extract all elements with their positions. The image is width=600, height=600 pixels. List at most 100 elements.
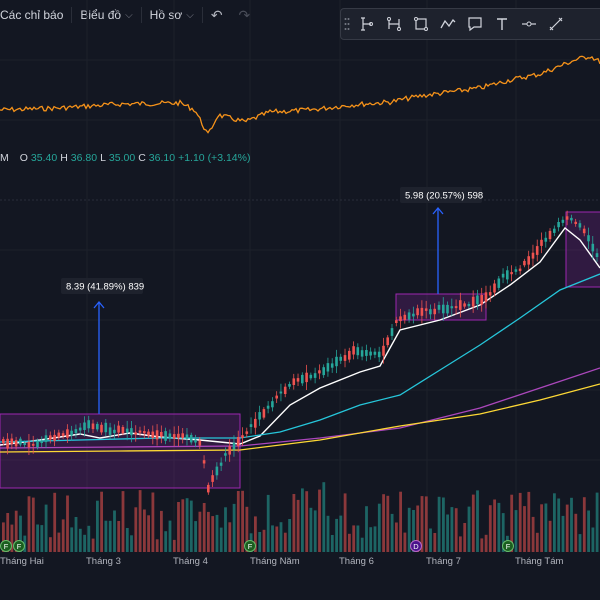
volume-bar <box>433 533 437 552</box>
text-icon[interactable] <box>488 9 515 39</box>
candle-body <box>548 230 552 240</box>
candle-body <box>249 424 253 427</box>
candle-body <box>53 434 56 441</box>
candle-body <box>467 304 471 307</box>
candle-body <box>96 423 99 430</box>
horizontal-ray-icon[interactable] <box>515 9 542 39</box>
volume-bar <box>254 516 257 552</box>
indicators-button[interactable]: Các chỉ báo <box>0 0 71 30</box>
candle-body <box>241 435 244 438</box>
volume-bar <box>493 499 496 552</box>
measure-icon[interactable] <box>542 9 569 39</box>
volume-bar <box>292 494 296 552</box>
volume-bar <box>164 531 168 552</box>
candle-body <box>296 378 300 382</box>
volume-bar <box>535 532 539 552</box>
volume-bar <box>104 520 108 552</box>
comment-icon[interactable] <box>461 9 488 39</box>
candle-body <box>326 363 330 372</box>
candle-body <box>369 351 372 356</box>
event-marker-letter: F <box>506 542 511 551</box>
x-axis-label: Tháng Năm <box>250 556 300 567</box>
volume-bar <box>548 520 552 552</box>
candle-body <box>177 433 180 439</box>
volume-bar <box>488 505 492 552</box>
volume-bar <box>305 491 309 552</box>
candle-body <box>194 439 197 443</box>
volume-bar <box>386 495 390 552</box>
candle-body <box>459 300 462 310</box>
volume-bar <box>53 492 57 552</box>
measure-annotations: 8.39 (41.89%) 839 5.98 (20.57%) 598 <box>61 187 483 414</box>
fib-channel-icon[interactable] <box>380 9 407 39</box>
candle-body <box>360 350 364 357</box>
candle-body <box>561 219 565 223</box>
candle-body <box>343 355 347 361</box>
candle-body <box>574 221 577 224</box>
rectangle-icon[interactable] <box>407 9 434 39</box>
volume-bar <box>587 510 590 552</box>
candle-body <box>219 462 223 466</box>
volume-bar <box>160 510 163 552</box>
candle-body <box>164 431 167 441</box>
volume-bar <box>339 515 343 552</box>
candle-body <box>429 309 432 315</box>
volume-bar <box>510 494 514 552</box>
volume-bar <box>514 510 518 552</box>
candle-body <box>172 434 176 439</box>
volume-bar <box>202 503 206 552</box>
volume-bar <box>266 494 270 552</box>
candle-body <box>189 434 193 443</box>
measure-arrowhead <box>93 300 105 309</box>
candle-body <box>403 314 407 321</box>
event-marker <box>13 540 25 552</box>
measure-label: 5.98 (20.57%) 598 <box>405 191 483 202</box>
event-marker-letter: F <box>17 542 22 551</box>
candle-body <box>476 295 479 305</box>
x-axis-label: Tháng Hai <box>0 556 44 567</box>
chart-menu-label: Biểu đồ <box>80 8 122 22</box>
volume-bar <box>168 520 172 552</box>
chevron-down-icon: ⌵ <box>125 9 133 21</box>
volume-bar <box>44 504 48 552</box>
event-marker <box>410 540 422 552</box>
x-axis-label: Tháng 4 <box>173 556 208 567</box>
candle-body <box>416 308 419 316</box>
candle-body <box>420 307 424 316</box>
volume-bar <box>31 497 35 552</box>
event-marker <box>244 540 256 552</box>
candle-body <box>254 418 257 428</box>
path-icon[interactable] <box>434 9 461 39</box>
volume-bar <box>403 532 407 552</box>
candle-body <box>301 374 304 384</box>
trend-line-icon[interactable] <box>353 9 380 39</box>
symbol-fragment: M <box>0 152 9 164</box>
volume-bar <box>407 507 411 552</box>
candle-body <box>377 351 381 358</box>
close-key: C <box>138 152 146 164</box>
volume-bar <box>219 527 223 552</box>
volume-bar <box>540 504 543 552</box>
candle-body <box>70 430 73 436</box>
volume-bar <box>424 496 428 552</box>
drag-handle-icon[interactable] <box>341 9 353 39</box>
volume-bar <box>369 527 373 552</box>
candle-body <box>224 453 227 456</box>
candle-body <box>518 268 522 272</box>
volume-bar <box>224 507 227 552</box>
volume-bar <box>87 525 91 552</box>
redo-icon[interactable]: ↷ <box>238 6 251 23</box>
drawing-toolbar <box>340 8 600 40</box>
candle-body <box>514 269 518 272</box>
undo-icon[interactable]: ↶ <box>210 6 223 23</box>
chart-menu-button[interactable]: Biểu đồ ⌵ <box>72 0 140 30</box>
volume-bar <box>582 497 586 552</box>
volume-bar <box>326 515 330 552</box>
volume-bar <box>544 503 548 552</box>
volume-bar <box>313 510 317 552</box>
candle-body <box>147 431 150 436</box>
volume-bar <box>437 496 441 552</box>
candle-body <box>49 435 52 440</box>
